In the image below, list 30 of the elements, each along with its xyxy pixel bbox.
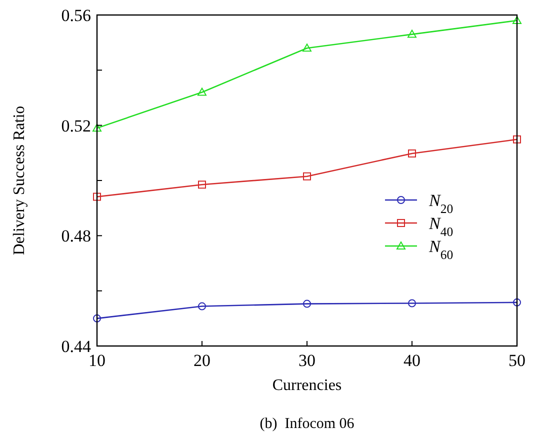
text: (b) Infocom 06 [260,416,355,432]
point [408,30,416,38]
point [408,299,416,308]
point [303,300,311,308]
y-axis-title: Delivery Success Ratio [11,106,28,256]
x-tick-label: 20 [194,351,210,370]
point [92,124,102,132]
point [198,302,206,310]
point [302,44,312,52]
point [303,172,311,180]
legend-label: N$_{40}$ [428,214,454,239]
y-tick-label: 0.48 [61,226,91,246]
y-tick-label: 0.56 [61,6,91,25]
x-tick-label: 10 [88,351,106,370]
point [408,149,416,158]
legend-label: N$_{60}$ [428,236,454,262]
point [93,192,101,201]
x-axis-title: Currencies [272,377,342,394]
x-tick-label: 50 [508,351,526,370]
x-tick-label: 40 [404,351,420,370]
point [512,16,522,24]
point [93,314,101,322]
point [198,180,206,189]
x-tick-label: 30 [298,351,316,370]
legend-label: N$_{20}$ [428,190,454,216]
point [198,88,206,96]
point [513,298,521,306]
y-tick-label: 0.52 [61,116,91,136]
point [513,135,521,144]
y-tick-label: 0.44 [61,336,92,356]
